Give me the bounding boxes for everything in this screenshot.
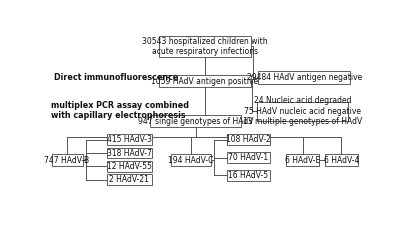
FancyBboxPatch shape bbox=[106, 161, 152, 172]
Text: Direct immunofluorescence: Direct immunofluorescence bbox=[54, 73, 178, 82]
FancyBboxPatch shape bbox=[150, 115, 242, 127]
FancyBboxPatch shape bbox=[227, 134, 270, 145]
FancyBboxPatch shape bbox=[286, 155, 319, 166]
Text: 6 HAdV-4: 6 HAdV-4 bbox=[324, 156, 359, 165]
Text: 16 HAdV-5: 16 HAdV-5 bbox=[228, 171, 268, 180]
Text: 415 HAdV-3: 415 HAdV-3 bbox=[106, 135, 152, 144]
Text: 318 HAdV-7: 318 HAdV-7 bbox=[107, 149, 152, 158]
FancyBboxPatch shape bbox=[258, 71, 350, 84]
Text: 30543 hospitalized children with
acute respiratory infections: 30543 hospitalized children with acute r… bbox=[142, 37, 268, 56]
Text: 24 Nucleic acid degraded
75 HAdV nucleic acid negative
13 multiple genotypes of : 24 Nucleic acid degraded 75 HAdV nucleic… bbox=[243, 96, 362, 126]
Text: 108 HAdV-2: 108 HAdV-2 bbox=[226, 135, 271, 144]
Text: 2 HAdV-21: 2 HAdV-21 bbox=[109, 175, 149, 184]
FancyBboxPatch shape bbox=[158, 36, 252, 57]
FancyBboxPatch shape bbox=[257, 102, 348, 121]
Text: 747 HAdV-B: 747 HAdV-B bbox=[44, 156, 90, 165]
FancyBboxPatch shape bbox=[227, 152, 270, 163]
Text: 12 HAdV-55: 12 HAdV-55 bbox=[107, 162, 152, 171]
Text: 70 HAdV-1: 70 HAdV-1 bbox=[228, 153, 268, 162]
Text: 947 single genotypes of HAdV: 947 single genotypes of HAdV bbox=[138, 117, 254, 126]
Text: 29484 HAdV antigen negative: 29484 HAdV antigen negative bbox=[246, 73, 362, 82]
FancyBboxPatch shape bbox=[159, 75, 251, 87]
Text: 1059 HAdV antigen positive: 1059 HAdV antigen positive bbox=[152, 77, 258, 85]
FancyBboxPatch shape bbox=[227, 170, 270, 181]
FancyBboxPatch shape bbox=[325, 155, 358, 166]
FancyBboxPatch shape bbox=[106, 174, 152, 185]
FancyBboxPatch shape bbox=[106, 134, 152, 145]
Text: 6 HAdV-E: 6 HAdV-E bbox=[285, 156, 320, 165]
FancyBboxPatch shape bbox=[106, 148, 152, 158]
FancyBboxPatch shape bbox=[171, 155, 211, 166]
FancyBboxPatch shape bbox=[52, 155, 82, 166]
Text: multiplex PCR assay combined
with capillary electrophoresis: multiplex PCR assay combined with capill… bbox=[51, 101, 189, 120]
Text: 194 HAdV-C: 194 HAdV-C bbox=[168, 156, 214, 165]
